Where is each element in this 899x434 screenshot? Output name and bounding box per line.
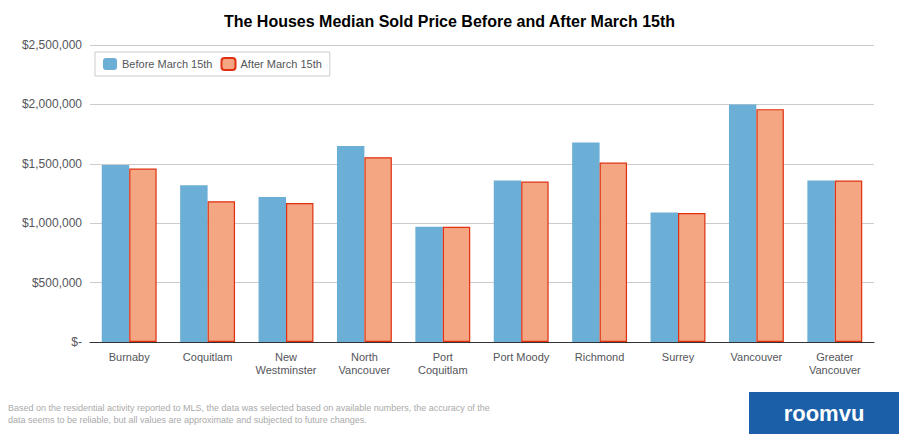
svg-text:Before March 15th: Before March 15th [122, 58, 213, 70]
svg-text:$2,000,000: $2,000,000 [22, 97, 82, 111]
svg-text:$1,000,000: $1,000,000 [22, 216, 82, 230]
svg-text:$-: $- [71, 335, 82, 349]
svg-text:Vancouver: Vancouver [731, 351, 783, 363]
svg-text:Based on the residential activ: Based on the residential activity report… [8, 403, 490, 413]
svg-text:Westminster: Westminster [256, 364, 317, 376]
svg-text:Port Moody: Port Moody [493, 351, 550, 363]
svg-text:Vancouver: Vancouver [809, 364, 861, 376]
svg-text:Greater: Greater [816, 351, 854, 363]
svg-text:Vancouver: Vancouver [339, 364, 391, 376]
svg-text:roomvu: roomvu [784, 401, 865, 426]
svg-text:Burnaby: Burnaby [109, 351, 150, 363]
svg-text:$500,000: $500,000 [32, 276, 82, 290]
svg-text:The Houses Median Sold Price B: The Houses Median Sold Price Before and … [224, 13, 675, 30]
svg-text:Richmond: Richmond [575, 351, 625, 363]
svg-text:$1,500,000: $1,500,000 [22, 157, 82, 171]
svg-text:North: North [351, 351, 378, 363]
svg-text:New: New [275, 351, 297, 363]
svg-text:After March 15th: After March 15th [240, 58, 321, 70]
svg-text:data seems to be reliable, but: data seems to be reliable, but all value… [8, 415, 367, 425]
svg-text:$2,500,000: $2,500,000 [22, 38, 82, 52]
svg-text:Port: Port [433, 351, 453, 363]
svg-text:Coquitlam: Coquitlam [183, 351, 233, 363]
svg-text:Coquitlam: Coquitlam [418, 364, 468, 376]
svg-text:Surrey: Surrey [662, 351, 695, 363]
